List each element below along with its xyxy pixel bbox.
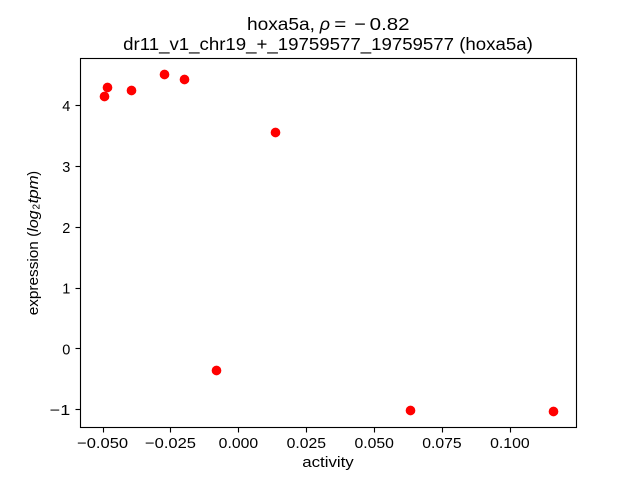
svg-text:tpm: tpm <box>26 175 42 203</box>
svg-text:): ) <box>26 171 42 176</box>
svg-text:0.025: 0.025 <box>287 436 326 452</box>
svg-text:2: 2 <box>62 221 70 237</box>
svg-text:−0.025: −0.025 <box>145 436 196 452</box>
svg-text:activity: activity <box>302 455 354 471</box>
svg-text:dr11_v1_chr19_+_19759577_19759: dr11_v1_chr19_+_19759577_19759577 (hoxa5… <box>123 34 533 55</box>
svg-text:0.100: 0.100 <box>490 436 530 452</box>
svg-text:ρ: ρ <box>319 14 330 34</box>
svg-text:0.000: 0.000 <box>219 436 258 452</box>
svg-text:−0.050: −0.050 <box>77 436 128 452</box>
svg-text:=: = <box>334 14 346 34</box>
svg-text:4: 4 <box>62 99 70 115</box>
svg-text:−: − <box>354 14 366 34</box>
svg-text:0.075: 0.075 <box>422 436 461 452</box>
svg-text:expression (: expression ( <box>26 232 42 316</box>
svg-text:0: 0 <box>62 342 70 358</box>
svg-text:hoxa5a,: hoxa5a, <box>247 14 315 34</box>
svg-text:−1: −1 <box>50 403 71 419</box>
svg-text:1: 1 <box>62 282 70 298</box>
svg-text:2: 2 <box>32 204 43 210</box>
svg-text:0.050: 0.050 <box>355 436 394 452</box>
svg-text:3: 3 <box>62 160 70 176</box>
svg-text:log: log <box>26 210 42 232</box>
svg-text:0.82: 0.82 <box>370 14 410 34</box>
